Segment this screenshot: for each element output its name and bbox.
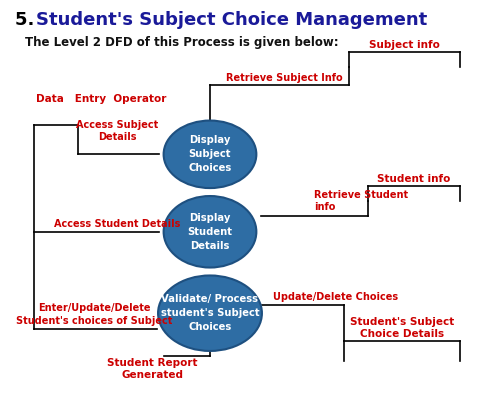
Text: 5.: 5. [15,11,41,29]
Ellipse shape [158,276,262,351]
Text: Retrieve Student
info: Retrieve Student info [314,190,408,212]
Text: Student's Subject
Choice Details: Student's Subject Choice Details [350,317,455,339]
Text: Retrieve Subject Info: Retrieve Subject Info [226,73,342,83]
Text: Update/Delete Choices: Update/Delete Choices [272,292,398,302]
Text: Student's Subject Choice Management: Student's Subject Choice Management [36,11,428,29]
Text: Access Subject
Details: Access Subject Details [76,120,158,142]
Text: Display
Student
Details: Display Student Details [188,213,232,251]
Text: Student info: Student info [378,174,450,184]
Text: Display
Subject
Choices: Display Subject Choices [188,135,232,173]
Ellipse shape [164,196,256,268]
Text: Validate/ Process
student's Subject
Choices: Validate/ Process student's Subject Choi… [160,294,260,332]
Text: Enter/Update/Delete
Student's choices of Subject: Enter/Update/Delete Student's choices of… [16,303,172,326]
Text: Access Student Details: Access Student Details [54,218,180,228]
Ellipse shape [164,120,256,188]
Text: The Level 2 DFD of this Process is given below:: The Level 2 DFD of this Process is given… [24,36,338,49]
Text: Subject info: Subject info [370,40,440,50]
Text: Data   Entry  Operator: Data Entry Operator [36,94,166,104]
Text: Student Report
Generated: Student Report Generated [107,358,198,380]
